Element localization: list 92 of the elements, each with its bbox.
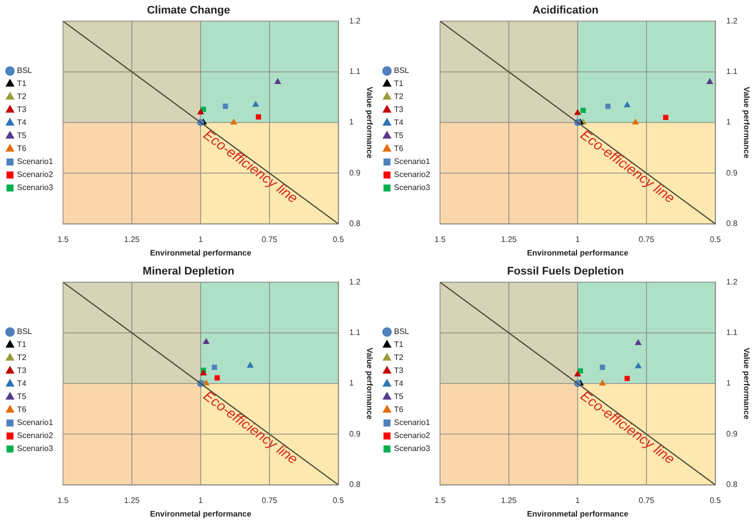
legend-label: Scenario2 [394,431,431,440]
legend-label: T1 [394,340,404,350]
x-tick-label: 0.75 [638,496,655,505]
x-axis-title: Environmetal performance [526,248,629,258]
x-tick-label: 1 [198,234,204,244]
x-tick-label: 1 [198,496,204,505]
legend-label: T3 [17,105,27,114]
y-tick-label: 0.9 [726,168,738,178]
legend-label: Scenario1 [17,157,54,166]
legend-label: Scenario3 [17,183,54,192]
legend-label: Scenario1 [17,418,54,428]
legend-label: T5 [17,131,27,140]
y-tick-label: 1.1 [726,328,738,338]
legend-label: BSL [394,327,410,336]
x-tick-label: 1 [575,496,580,505]
legend-label: BSL [17,327,33,336]
legend-label: T1 [17,340,27,350]
y-tick-label: 1.2 [349,277,361,286]
y-tick-label: 1 [726,118,732,127]
legend-label: Scenario2 [17,170,54,180]
legend-label: BSL [17,66,33,76]
legend-label: T4 [17,118,27,128]
legend-label: T6 [394,405,404,414]
y-tick-label: 0.8 [349,219,361,228]
legend-label: T3 [394,366,404,376]
x-tick-label: 0.75 [262,496,278,505]
y-tick-label: 1 [726,378,732,388]
legend-label: Scenario3 [394,183,431,192]
legend-label: T2 [17,353,27,362]
legend-label: T2 [394,353,404,362]
legend-label: T6 [17,144,27,154]
x-tick-label: 1 [575,234,580,244]
x-tick-label: 1.25 [501,234,518,244]
legend-label: T6 [17,405,27,414]
legend-label: T5 [394,392,404,402]
y-tick-label: 0.9 [349,168,361,178]
x-tick-label: 0.75 [638,234,655,244]
x-tick-label: 0.5 [710,496,722,505]
legend-label: T2 [17,92,27,102]
legend-label: T4 [394,379,404,388]
y-axis-title: Value performance [364,86,374,159]
y-axis-title: Value performance [742,348,751,420]
legend-label: T4 [17,379,27,388]
chart-title: Fossil Fuels Depletion [507,266,624,278]
y-tick-label: 1 [349,378,354,388]
x-tick-label: 0.75 [262,234,278,244]
legend-label: Scenario3 [17,444,54,454]
x-axis-title: Environmetal performance [150,248,252,258]
y-tick-label: 0.8 [349,480,361,490]
chart-title: Climate Change [146,4,230,17]
x-axis-title: Environmetal performance [150,509,252,518]
legend-label: Scenario3 [394,444,431,454]
x-tick-label: 1.5 [57,234,70,244]
y-tick-label: 0.9 [726,429,738,438]
legend-label: T4 [394,118,404,128]
legend-label: T5 [394,131,404,140]
chart-title: Acidification [532,4,599,17]
y-tick-label: 0.8 [726,480,738,490]
y-tick-label: 1.1 [726,67,738,76]
legend-label: T6 [394,144,404,154]
y-tick-label: 1.2 [726,277,738,286]
legend-label: T1 [394,79,404,88]
y-tick-label: 0.9 [349,429,361,438]
y-tick-label: 1.2 [726,16,738,26]
x-tick-label: 1.5 [57,496,70,505]
x-tick-label: 0.5 [332,234,344,244]
y-axis-title: Value performance [742,86,751,159]
x-axis-title: Environmetal performance [526,509,629,518]
legend-label: Scenario2 [17,431,54,440]
legend-label: Scenario1 [394,418,431,428]
x-tick-label: 1.5 [434,234,446,244]
x-tick-label: 0.5 [710,234,722,244]
legend-label: T2 [394,92,404,102]
legend-label: Scenario2 [394,170,431,180]
legend-label: T1 [17,79,27,88]
y-tick-label: 1.1 [349,67,361,76]
legend-label: BSL [394,66,410,76]
legend-label: T3 [394,105,404,114]
x-tick-label: 1.25 [124,496,140,505]
x-tick-label: 1.5 [434,496,446,505]
legend-label: T3 [17,366,27,376]
legend-label: T5 [17,392,27,402]
y-tick-label: 0.8 [726,219,738,228]
y-tick-label: 1.1 [349,328,361,338]
x-tick-label: 1.25 [124,234,140,244]
y-tick-label: 1.2 [349,16,361,26]
legend-label: Scenario1 [394,157,431,166]
y-tick-label: 1 [349,118,354,127]
x-tick-label: 0.5 [332,496,344,505]
y-axis-title: Value performance [364,348,374,420]
x-tick-label: 1.25 [501,496,518,505]
chart-title: Mineral Depletion [142,266,235,278]
